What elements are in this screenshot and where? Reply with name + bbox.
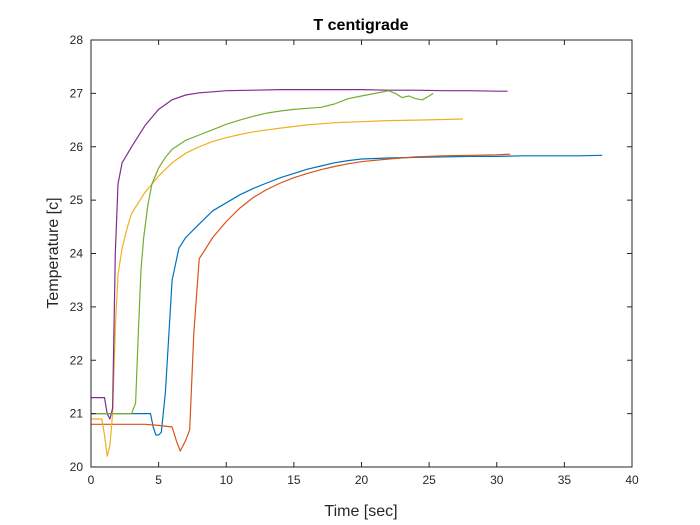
x-tick-label: 5 xyxy=(155,473,162,487)
x-tick-label: 40 xyxy=(625,473,639,487)
x-tick-label: 10 xyxy=(220,473,234,487)
x-tick-label: 25 xyxy=(422,473,436,487)
y-tick-label: 25 xyxy=(70,193,84,207)
y-tick-label: 24 xyxy=(70,247,84,261)
x-tick-label: 0 xyxy=(88,473,95,487)
chart-title: T centigrade xyxy=(313,17,408,34)
y-tick-label: 23 xyxy=(70,300,84,314)
y-tick-label: 28 xyxy=(70,33,84,47)
y-axis-ticks: 20 21 22 23 24 25 26 27 28 xyxy=(70,33,632,474)
x-tick-label: 30 xyxy=(490,473,504,487)
y-tick-label: 22 xyxy=(70,353,84,367)
x-tick-label: 35 xyxy=(558,473,572,487)
plot-area xyxy=(91,40,632,467)
x-tick-label: 15 xyxy=(287,473,301,487)
series-line-2 xyxy=(91,153,511,452)
y-tick-label: 27 xyxy=(70,86,84,100)
y-tick-label: 26 xyxy=(70,140,84,154)
y-tick-label: 21 xyxy=(70,407,84,421)
y-tick-label: 20 xyxy=(70,460,84,474)
series-layer xyxy=(91,88,603,457)
x-tick-label: 20 xyxy=(355,473,369,487)
y-axis-label: Temperature [c] xyxy=(45,197,62,308)
series-line-3 xyxy=(91,118,463,457)
x-axis-label: Time [sec] xyxy=(324,503,397,520)
x-axis-ticks: 0 5 10 15 20 25 30 35 40 xyxy=(88,40,639,487)
series-line-5 xyxy=(91,90,434,415)
